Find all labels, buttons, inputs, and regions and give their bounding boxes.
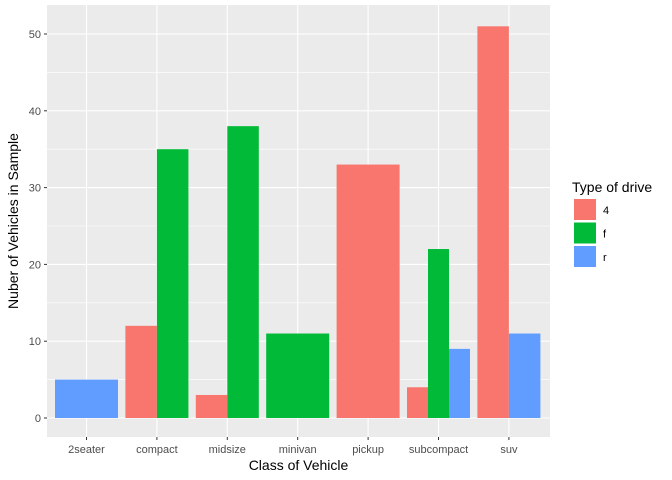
legend-swatch-4	[574, 199, 596, 220]
bar-subcompact-4	[407, 387, 428, 418]
bars-group	[55, 26, 541, 418]
bar-midsize-4	[195, 394, 228, 418]
y-tick-label: 20	[29, 259, 41, 271]
x-tick-label: subcompact	[409, 444, 468, 456]
legend-title: Type of drive	[572, 179, 652, 195]
y-tick-label: 40	[29, 106, 41, 118]
x-tick-label: 2seater	[68, 444, 105, 456]
x-axis-ticks: 2seater compact midsize minivan pickup subcom…	[68, 437, 518, 456]
bar-compact-4	[125, 325, 157, 418]
y-tick-label: 10	[29, 336, 41, 348]
y-tick-label: 0	[35, 413, 41, 425]
legend-label-f: f	[603, 229, 607, 241]
x-tick-label: midsize	[209, 444, 246, 456]
x-tick-label: suv	[500, 444, 518, 456]
bar-minivan-f	[266, 333, 330, 418]
bar-midsize-f	[227, 126, 259, 418]
y-tick-label: 30	[29, 183, 41, 195]
bar-suv-4	[477, 26, 509, 418]
legend-label-4: 4	[603, 205, 609, 217]
x-tick-label: pickup	[352, 444, 384, 456]
x-tick-label: compact	[136, 444, 178, 456]
bar-suv-r	[508, 333, 541, 418]
legend: Type of drive 4 fr	[572, 179, 652, 267]
x-tick-label: minivan	[279, 444, 317, 456]
legend-swatch-f	[574, 222, 596, 244]
bar-2seater-r	[55, 379, 118, 418]
bar-compact-f	[156, 149, 189, 418]
y-tick-label: 50	[29, 29, 41, 41]
x-axis-title: Class of Vehicle	[249, 457, 349, 473]
bar-subcompact-r	[449, 348, 470, 418]
legend-items: 4 fr	[574, 199, 609, 267]
legend-swatch-r	[574, 246, 596, 267]
y-axis-title: Nuber of Vehicles in Sample	[5, 133, 21, 309]
y-axis-ticks: 0 10 20 30 40 50	[29, 29, 47, 425]
legend-label-r: r	[603, 252, 607, 264]
bar-pickup-4	[336, 164, 400, 418]
bar-subcompact-f	[428, 249, 449, 418]
